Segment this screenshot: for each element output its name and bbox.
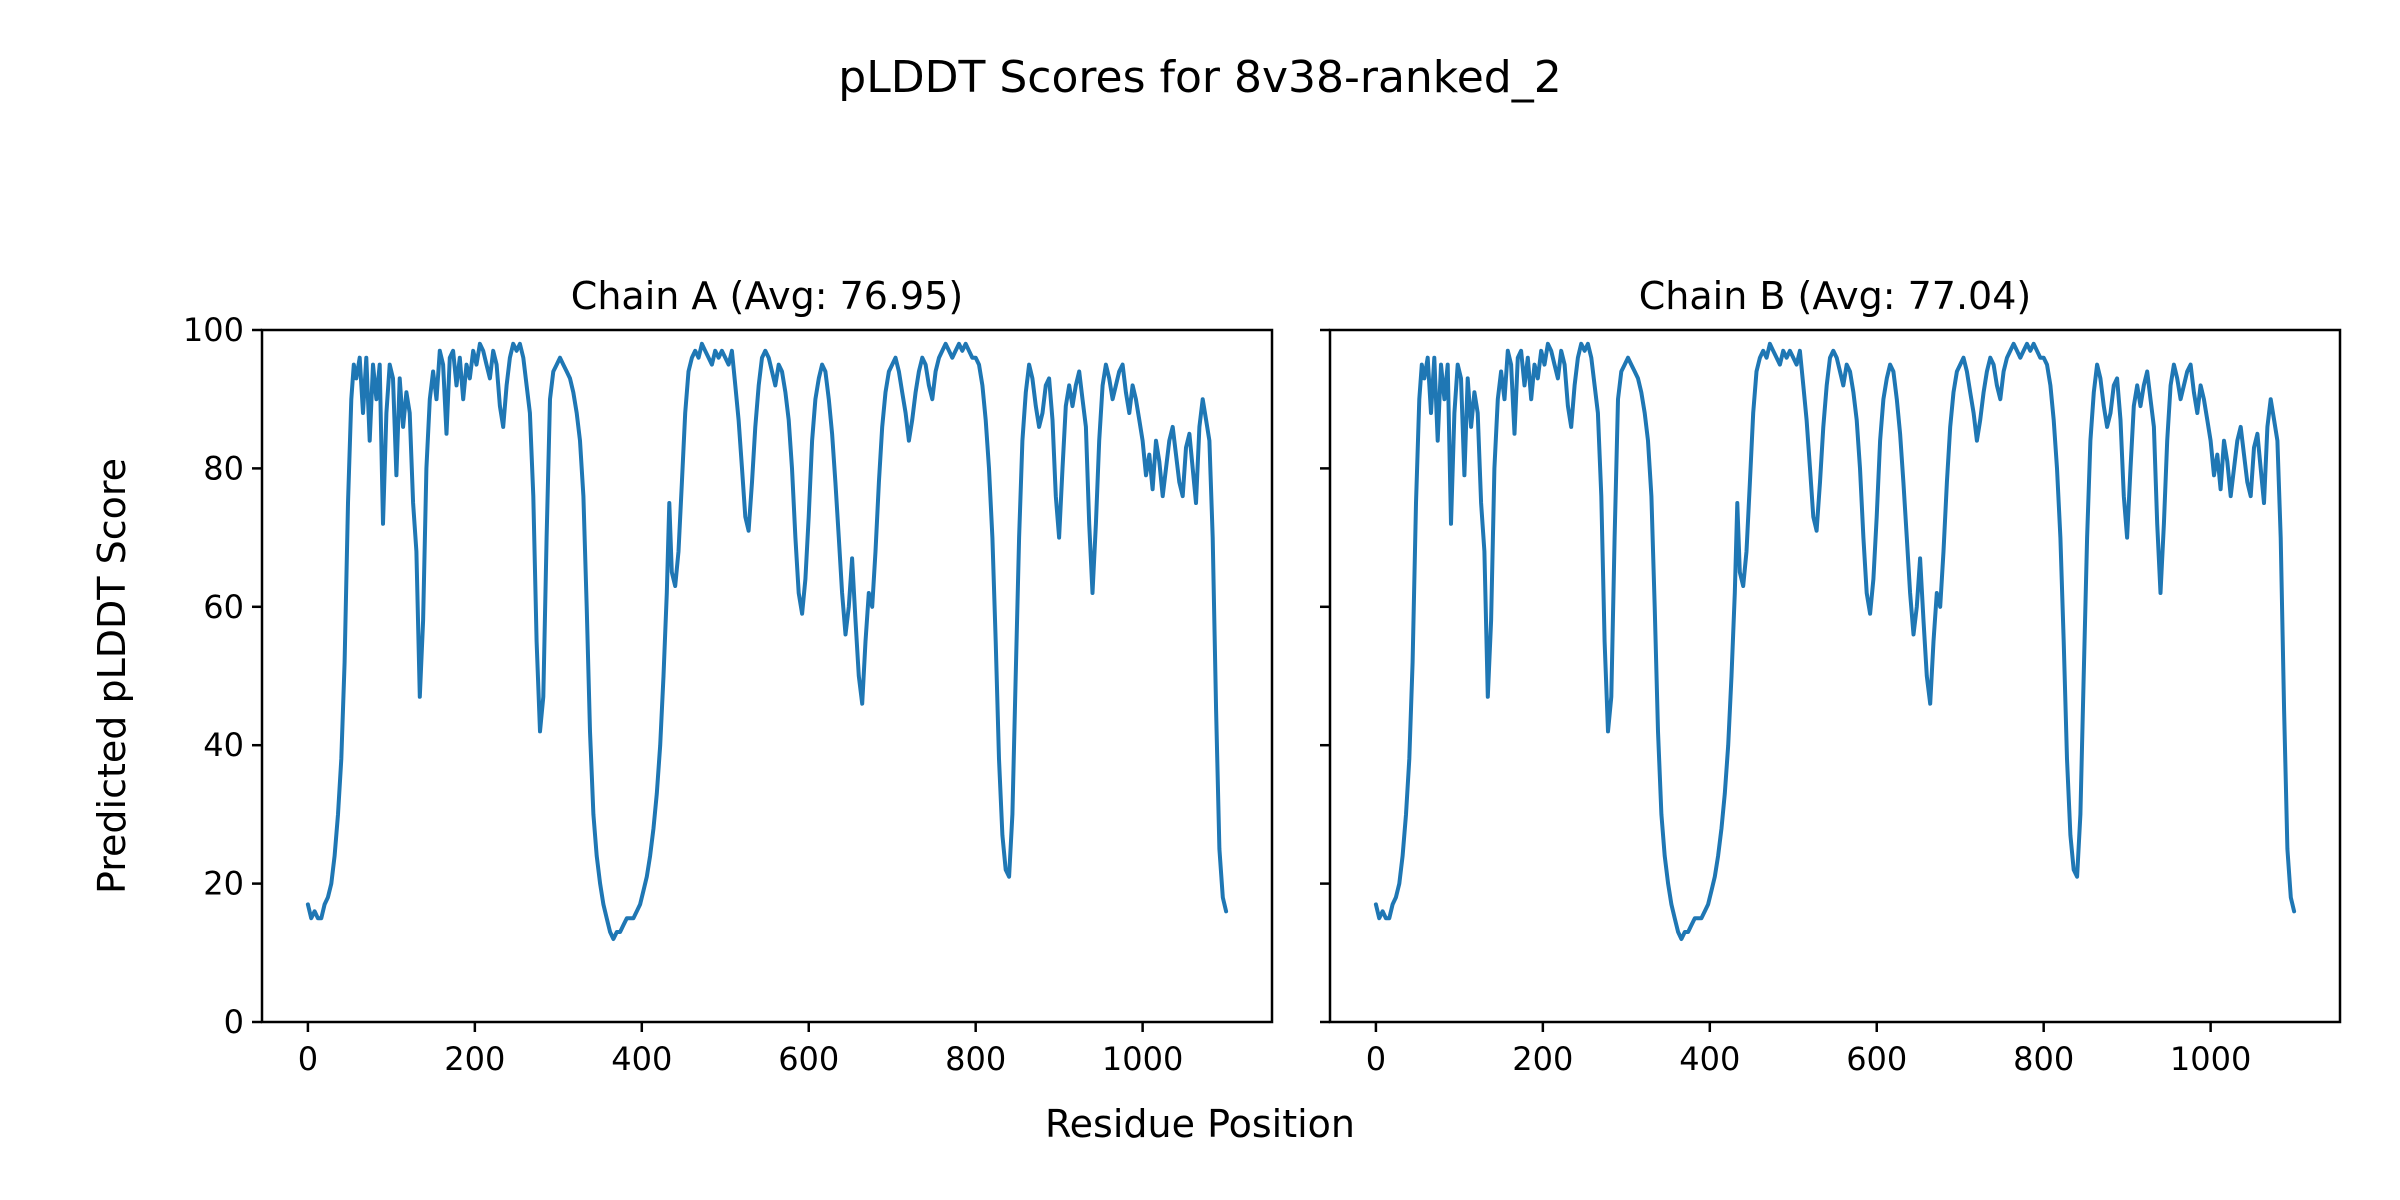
y-axis-label: Predicted pLDDT Score bbox=[90, 458, 134, 894]
x-tick-label: 1000 bbox=[2170, 1040, 2251, 1078]
axes-frame bbox=[1328, 328, 2342, 1024]
y-tick-label: 100 bbox=[183, 311, 244, 349]
y-tick-label: 80 bbox=[203, 449, 244, 487]
subplot-title-chain-a: Chain A (Avg: 76.95) bbox=[570, 274, 964, 318]
figure-title: pLDDT Scores for 8v38-ranked_2 bbox=[838, 52, 1562, 103]
x-tick-label: 1000 bbox=[1102, 1040, 1183, 1078]
y-tick-label: 20 bbox=[203, 865, 244, 903]
y-tick-label: 0 bbox=[224, 1003, 244, 1041]
x-tick-label: 400 bbox=[611, 1040, 672, 1078]
x-tick-label: 600 bbox=[1846, 1040, 1907, 1078]
x-tick-label: 400 bbox=[1679, 1040, 1740, 1078]
x-tick-label: 200 bbox=[444, 1040, 505, 1078]
x-tick-label: 800 bbox=[2013, 1040, 2074, 1078]
chain-a-axes: 0 200 400 600 800 1000 0 20 40 60 80 100 bbox=[183, 311, 1274, 1078]
y-tick-label: 40 bbox=[203, 726, 244, 764]
axes-frame bbox=[260, 328, 1274, 1024]
x-tick-label: 0 bbox=[1366, 1040, 1386, 1078]
x-axis-label: Residue Position bbox=[1044, 1102, 1356, 1146]
chain-b-axes: 0 200 400 600 800 1000 bbox=[1320, 328, 2342, 1078]
y-tick-label: 60 bbox=[203, 588, 244, 626]
x-tick-label: 600 bbox=[778, 1040, 839, 1078]
x-tick-label: 800 bbox=[945, 1040, 1006, 1078]
subplot-title-chain-b: Chain B (Avg: 77.04) bbox=[1638, 274, 2032, 318]
x-tick-label: 200 bbox=[1512, 1040, 1573, 1078]
plddt-trace bbox=[305, 341, 1229, 941]
plddt-trace bbox=[1373, 341, 2297, 941]
x-tick-label: 0 bbox=[298, 1040, 318, 1078]
